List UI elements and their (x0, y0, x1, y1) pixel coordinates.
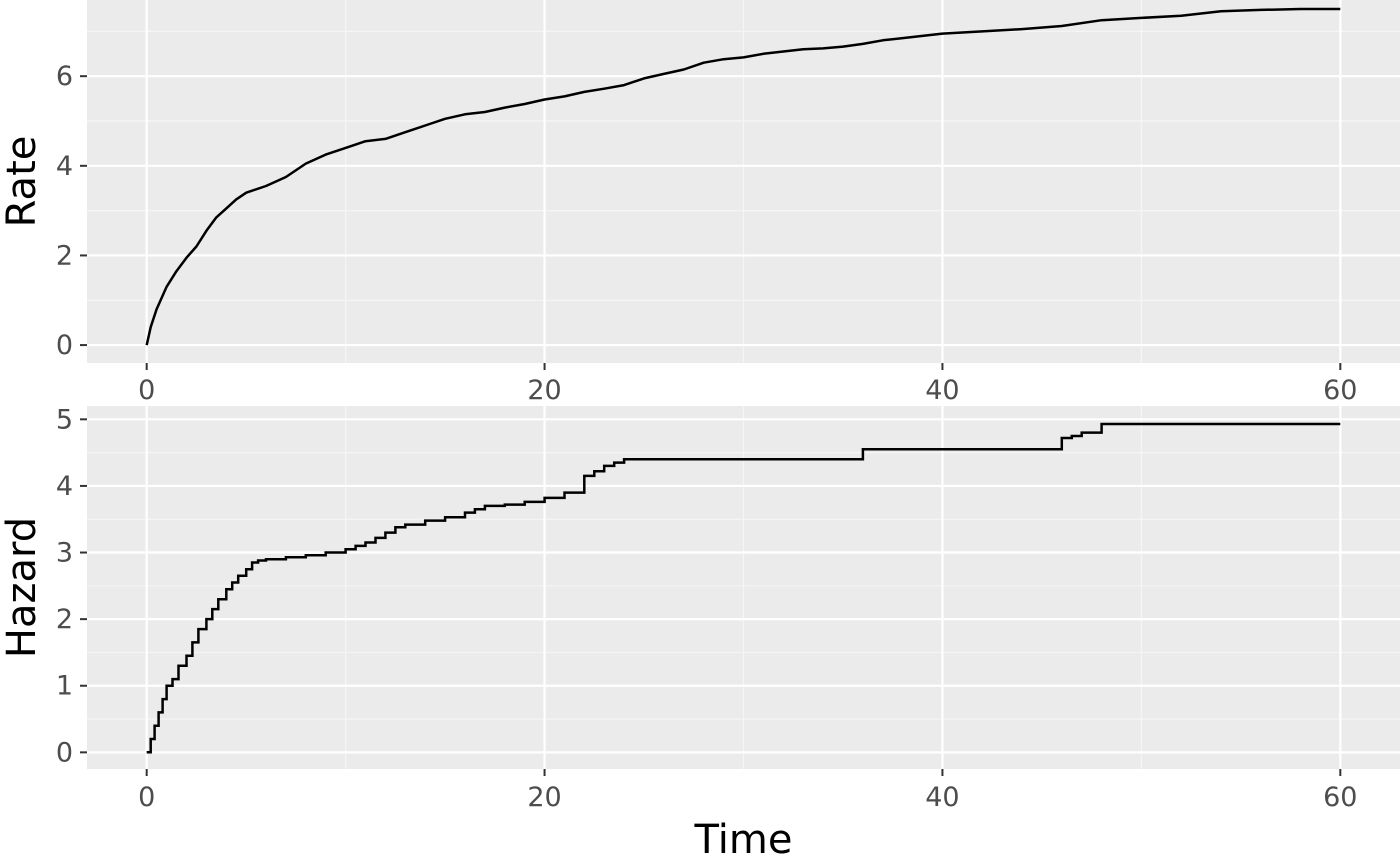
hazard-x-tick-label: 0 (138, 782, 155, 813)
hazard-x-tick-label: 20 (527, 782, 561, 813)
hazard-y-tick-label: 4 (56, 471, 73, 502)
hazard-y-tick-label: 2 (56, 604, 73, 635)
hazard-y-tick-label: 5 (56, 404, 73, 435)
hazard-panel: 0 1 2 3 4 5 0 20 40 60 Hazard Time (0, 404, 1400, 863)
rate-series-line (145, 7, 1341, 346)
rate-y-axis-title: Rate (0, 136, 45, 228)
rate-y-tick-label: 2 (56, 240, 73, 271)
hazard-gridlines (87, 406, 1400, 769)
hazard-y-tick-label: 0 (56, 737, 73, 768)
rate-y-tick-label: 0 (56, 330, 73, 361)
hazard-axis-ticks: 0 1 2 3 4 5 0 20 40 60 (56, 404, 1358, 813)
hazard-y-axis-title: Hazard (0, 517, 45, 658)
hazard-y-tick-label: 1 (56, 671, 73, 702)
hazard-series-line (146, 422, 1341, 754)
rate-y-tick-label: 4 (56, 151, 73, 182)
rate-x-tick-label: 60 (1323, 375, 1357, 406)
rate-x-tick-label: 0 (138, 375, 155, 406)
time-x-axis-title: Time (694, 817, 793, 863)
hazard-x-tick-label: 60 (1323, 782, 1357, 813)
rate-y-tick-label: 6 (56, 61, 73, 92)
hazard-y-tick-label: 3 (56, 538, 73, 569)
hazard-x-tick-label: 40 (925, 782, 959, 813)
rate-gridlines (87, 0, 1400, 363)
rate-x-tick-label: 20 (527, 375, 561, 406)
rate-x-tick-label: 40 (925, 375, 959, 406)
